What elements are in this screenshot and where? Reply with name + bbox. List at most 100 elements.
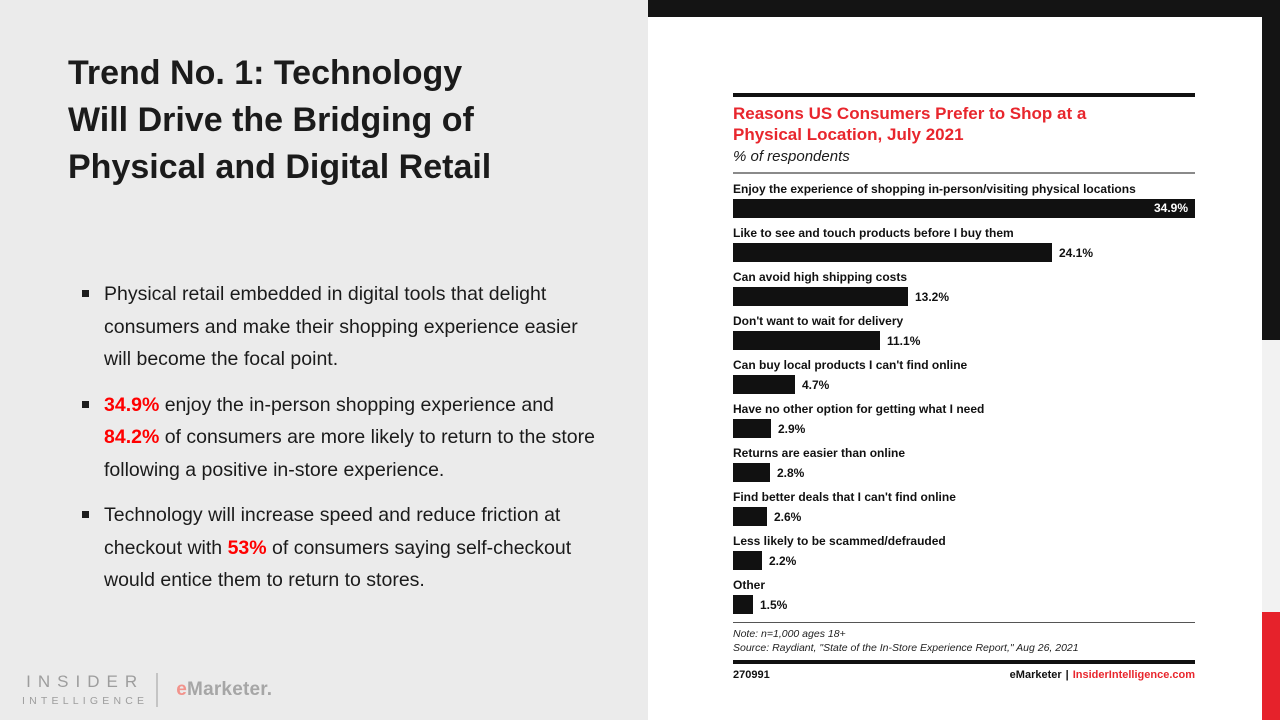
- bar: [733, 375, 795, 394]
- top-black-bar: [648, 0, 1280, 17]
- bar-value: 2.8%: [777, 465, 805, 480]
- bullet-stat: 53%: [227, 536, 267, 559]
- insider-logo-word: INSIDER: [26, 672, 145, 691]
- chart: Reasons US Consumers Prefer to Shop at a…: [733, 93, 1195, 681]
- bullet-marker-icon: [82, 290, 89, 297]
- bar-track: 2.2%: [733, 551, 1195, 570]
- bar-value: 24.1%: [1059, 245, 1094, 260]
- emarketer-logo-rest: Marketer.: [187, 678, 273, 700]
- chart-subtitle: % of respondents: [733, 148, 850, 165]
- slide-left-panel: Trend No. 1: Technology Will Drive the B…: [0, 0, 648, 720]
- bar: [733, 287, 908, 306]
- bullet-run: of consumers saying self-checkout would …: [104, 536, 572, 592]
- bar: [733, 331, 880, 350]
- bar-label: Returns are easier than online: [733, 446, 906, 460]
- edge-strip-red: [1262, 612, 1280, 720]
- logo-divider: [156, 672, 159, 707]
- slide-title: Trend No. 1: Technology Will Drive the B…: [68, 50, 608, 191]
- bar-track: 34.9%: [733, 199, 1195, 218]
- bar-value: 11.1%: [887, 333, 921, 348]
- intelligence-logo-word: INTELLIGENCE: [22, 695, 149, 707]
- slide-title-line: Will Drive the Bridging of: [68, 101, 474, 139]
- bar-list: Enjoy the experience of shopping in-pers…: [733, 182, 1195, 614]
- footer-separator: |: [1065, 669, 1069, 681]
- bullet-marker-icon: [82, 511, 89, 518]
- bullet-run: of consumers are more likely to return t…: [104, 426, 595, 481]
- bar-row: Can buy local products I can't find onli…: [733, 358, 1195, 394]
- bar-track: 2.9%: [733, 419, 1195, 438]
- chart-title-line: Reasons US Consumers Prefer to Shop at a: [733, 104, 1087, 123]
- bullet-item: 34.9% enjoy the in-person shopping exper…: [82, 389, 602, 487]
- bar: [733, 419, 771, 438]
- bar: 34.9%: [733, 199, 1195, 218]
- bar-value: 13.2%: [915, 289, 950, 304]
- bar-row: Enjoy the experience of shopping in-pers…: [733, 182, 1195, 218]
- emarketer-logo-e: e: [176, 678, 188, 700]
- bar-row: Have no other option for getting what I …: [733, 402, 1195, 438]
- chart-source: Source: Raydiant, "State of the In-Store…: [733, 641, 1079, 654]
- bar-value: 2.9%: [778, 421, 806, 436]
- bar: [733, 551, 762, 570]
- bar-track: 1.5%: [733, 595, 1195, 614]
- bar-row: Less likely to be scammed/defrauded 2.2%: [733, 534, 1195, 570]
- chart-footer: 270991 eMarketer | InsiderIntelligence.com: [733, 669, 1195, 681]
- bar-label: Like to see and touch products before I …: [733, 226, 1014, 240]
- bullet-run: Technology will increase speed and reduc…: [104, 504, 561, 559]
- chart-subtitle-rule: [733, 172, 1195, 174]
- edge-strip-black: [1262, 0, 1280, 340]
- chart-id: 270991: [733, 669, 770, 681]
- bar-value: 34.9%: [1153, 201, 1188, 215]
- chart-bottom-rule: [733, 660, 1195, 664]
- bar-label: Can buy local products I can't find onli…: [733, 358, 968, 372]
- bar-label: Have no other option for getting what I …: [733, 402, 985, 416]
- bar-label: Other: [733, 578, 766, 592]
- bar-value: 4.7%: [802, 377, 830, 392]
- bar-track: 4.7%: [733, 375, 1195, 394]
- bar-row: Can avoid high shipping costs 13.2%: [733, 270, 1195, 306]
- chart-panel: Reasons US Consumers Prefer to Shop at a…: [648, 17, 1262, 720]
- insider-intelligence-url: InsiderIntelligence.com: [1072, 669, 1195, 681]
- bar-row: Like to see and touch products before I …: [733, 226, 1195, 262]
- bar-value: 2.6%: [774, 509, 802, 524]
- bullet-item: Technology will increase speed and reduc…: [82, 499, 602, 597]
- bar-track: 2.6%: [733, 507, 1195, 526]
- bullet-stat: 84.2%: [104, 426, 160, 448]
- bar-track: 2.8%: [733, 463, 1195, 482]
- chart-title: Reasons US Consumers Prefer to Shop at a…: [733, 103, 1195, 145]
- insider-intelligence-logo: INSIDER INTELLIGENCE: [22, 672, 148, 707]
- bar-label: Find better deals that I can't find onli…: [733, 490, 956, 504]
- bullet-stat: 34.9%: [104, 393, 160, 416]
- bullet-list: Physical retail embedded in digital tool…: [82, 278, 602, 610]
- chart-footer-brand: eMarketer | InsiderIntelligence.com: [1010, 669, 1195, 681]
- bar-label: Don't want to wait for delivery: [733, 314, 904, 328]
- chart-title-line: Physical Location, July 2021: [733, 125, 964, 144]
- emarketer-footer-wordmark: eMarketer: [1009, 669, 1062, 681]
- bar: [733, 463, 770, 482]
- bar-row: Find better deals that I can't find onli…: [733, 490, 1195, 526]
- chart-top-rule: [733, 93, 1195, 97]
- bar-value: 1.5%: [760, 597, 788, 612]
- slide-title-line: Physical and Digital Retail: [68, 148, 492, 186]
- bar: [733, 595, 753, 614]
- bullet-run: enjoy the in-person shopping experience …: [159, 393, 554, 416]
- bar-row: Don't want to wait for delivery 11.1%: [733, 314, 1195, 350]
- bar-label: Less likely to be scammed/defrauded: [733, 534, 946, 548]
- chart-note-rule: [733, 622, 1195, 623]
- brand-logos: INSIDER INTELLIGENCE eMarketer.: [22, 672, 272, 707]
- bar: [733, 243, 1052, 262]
- bullet-item: Physical retail embedded in digital tool…: [82, 278, 602, 376]
- bullet-run: Physical retail embedded in digital tool…: [104, 283, 578, 370]
- chart-note: Note: n=1,000 ages 18+: [733, 628, 846, 640]
- bullet-text: 34.9% enjoy the in-person shopping exper…: [104, 389, 602, 487]
- bullet-text: Technology will increase speed and reduc…: [104, 499, 602, 597]
- bar-label: Enjoy the experience of shopping in-pers…: [733, 182, 1136, 196]
- bullet-text: Physical retail embedded in digital tool…: [104, 278, 602, 376]
- bar-row: Other 1.5%: [733, 578, 1195, 614]
- edge-strip-gray: [1262, 340, 1280, 612]
- bar-track: 11.1%: [733, 331, 1195, 350]
- bar-track: 24.1%: [733, 243, 1195, 262]
- bullet-marker-icon: [82, 400, 89, 408]
- bar-row: Returns are easier than online 2.8%: [733, 446, 1195, 482]
- emarketer-logo: eMarketer.: [176, 679, 272, 701]
- bar: [733, 507, 767, 526]
